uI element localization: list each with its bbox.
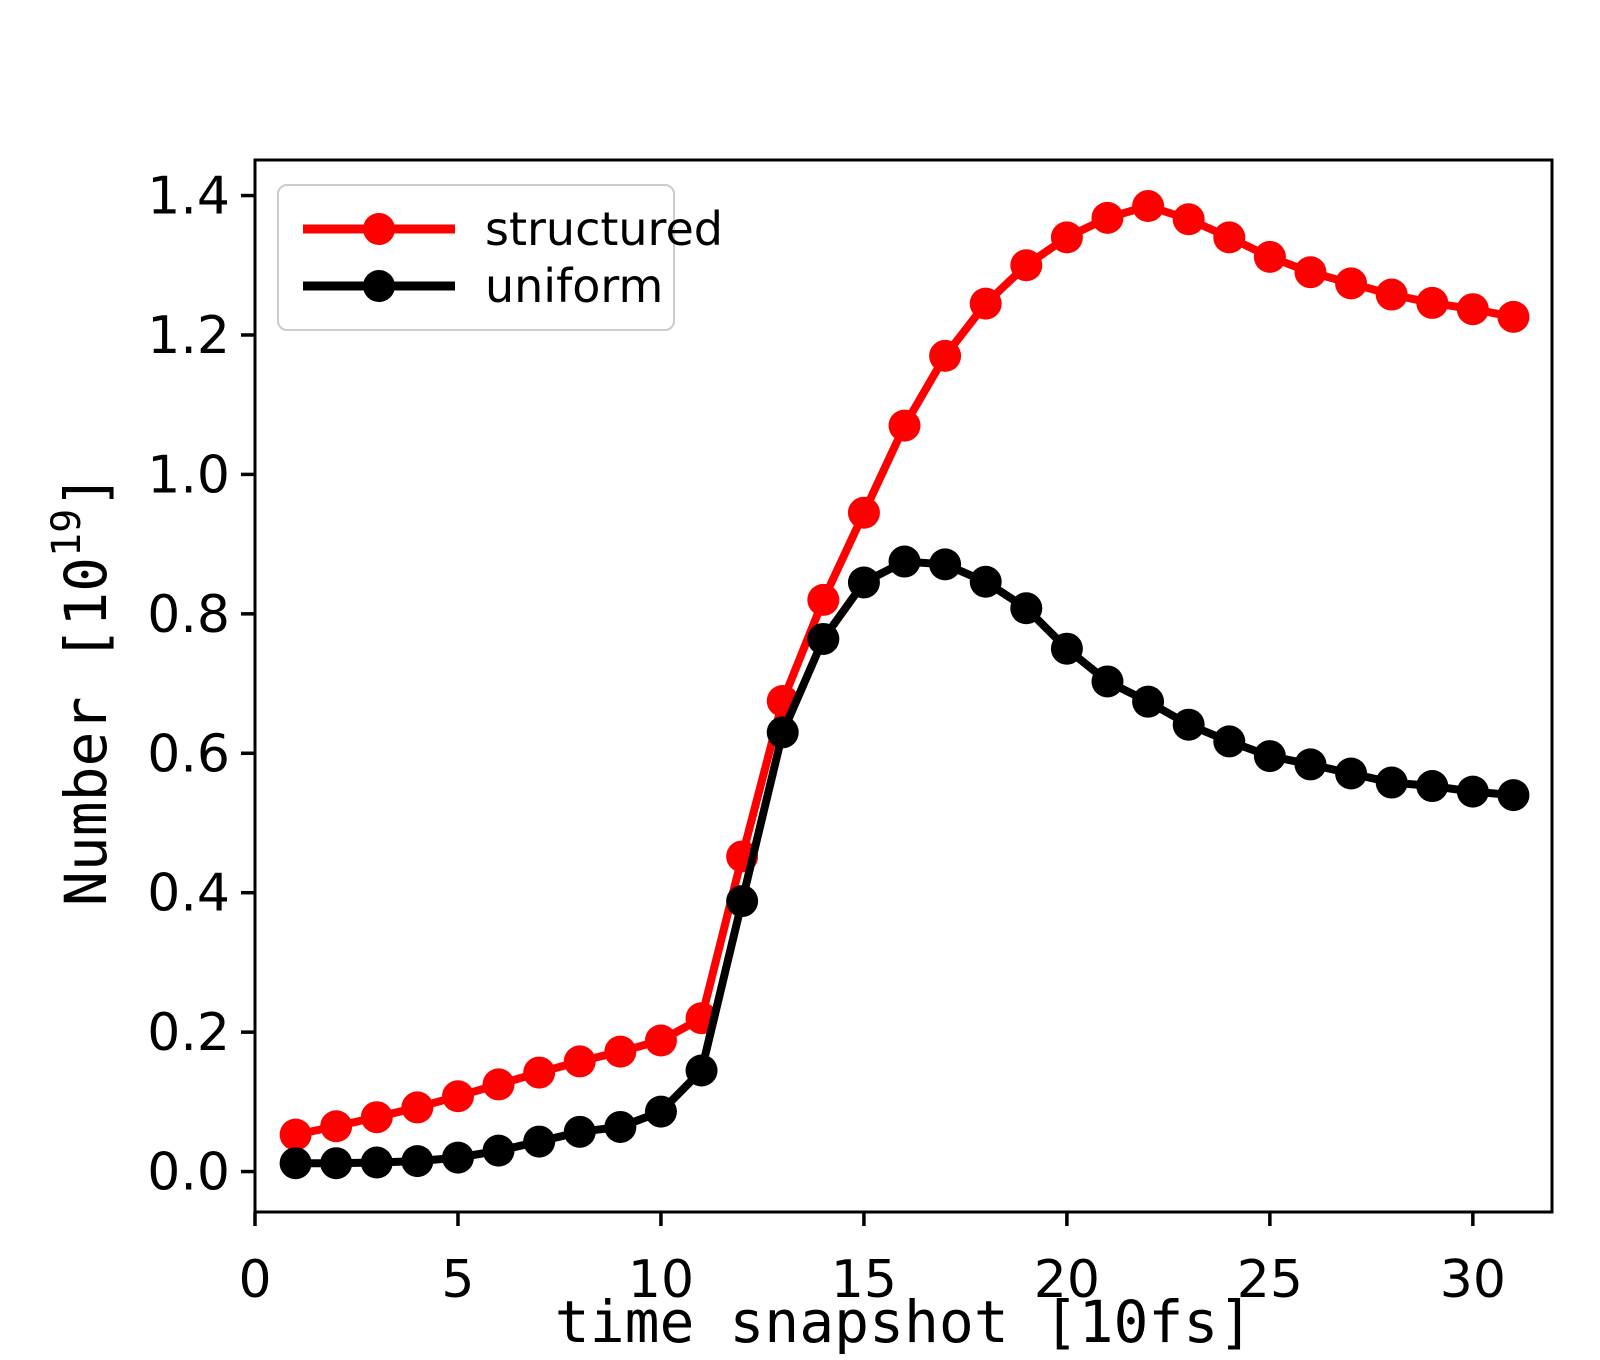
- series-uniform-marker: [320, 1147, 353, 1180]
- y-tick-label: 0.8: [147, 585, 230, 645]
- series-uniform-marker: [1253, 740, 1286, 773]
- series-uniform-marker: [685, 1054, 718, 1087]
- series-structured-marker: [563, 1045, 596, 1078]
- series-uniform-marker: [847, 566, 880, 599]
- x-tick-label: 30: [1440, 1250, 1506, 1310]
- legend-label-uniform: uniform: [485, 259, 664, 314]
- legend-item-structured: structured: [299, 206, 723, 252]
- legend: structured uniform: [277, 184, 723, 331]
- series-uniform-marker: [1172, 708, 1205, 741]
- series-structured-marker: [1091, 201, 1124, 234]
- series-structured-marker: [1416, 286, 1449, 319]
- y-tick-label: 0.4: [147, 864, 230, 924]
- series-structured-marker: [969, 287, 1002, 320]
- series-structured-marker: [1456, 293, 1489, 326]
- y-tick-label: 1.4: [147, 167, 230, 227]
- series-uniform-marker: [1213, 725, 1246, 758]
- series-structured-marker: [1172, 203, 1205, 236]
- x-tick-label: 25: [1237, 1250, 1303, 1310]
- legend-item-uniform: uniform: [299, 263, 663, 309]
- series-uniform-marker: [929, 548, 962, 581]
- y-tick-label: 0.6: [147, 724, 230, 784]
- series-uniform-marker: [1456, 775, 1489, 808]
- x-tick-label: 10: [628, 1250, 694, 1310]
- series-structured-marker: [1294, 256, 1327, 289]
- y-axis-label-suffix: ]: [52, 474, 120, 509]
- y-axis-label-superscript: 19: [44, 509, 90, 557]
- y-axis-label: Number [1019]: [44, 474, 120, 906]
- legend-label-structured: structured: [485, 201, 723, 256]
- series-structured-line: [294, 202, 1515, 1139]
- y-tick-label: 0.2: [147, 1003, 230, 1063]
- series-structured-marker: [482, 1068, 515, 1101]
- series-structured-marker: [807, 583, 840, 616]
- series-uniform-marker: [969, 565, 1002, 598]
- series-uniform-marker: [482, 1134, 515, 1167]
- series-structured-marker: [929, 339, 962, 372]
- series-uniform-marker: [726, 885, 759, 918]
- series-structured-marker: [279, 1118, 312, 1151]
- series-structured-marker: [1010, 249, 1043, 282]
- series-uniform-marker: [1050, 632, 1083, 665]
- series-uniform-marker: [1416, 770, 1449, 803]
- series-structured-marker: [1375, 278, 1408, 311]
- x-tick-label: 5: [441, 1250, 474, 1310]
- series-structured-marker: [441, 1080, 474, 1113]
- series-structured-marker: [1335, 267, 1368, 300]
- series-uniform-marker: [644, 1095, 677, 1128]
- series-structured-marker: [523, 1056, 556, 1089]
- series-structured-marker: [360, 1101, 393, 1134]
- series-uniform-line: [295, 557, 1514, 1168]
- y-tick-label: 0.0: [147, 1143, 230, 1203]
- series-structured-marker: [1050, 221, 1083, 254]
- series-structured-marker: [847, 496, 880, 529]
- series-uniform-marker: [523, 1125, 556, 1158]
- series-uniform-marker: [604, 1110, 637, 1143]
- series-uniform-marker: [401, 1145, 434, 1178]
- series-uniform-marker: [1497, 779, 1530, 812]
- series-structured-marker: [604, 1035, 637, 1068]
- series-uniform-marker: [1132, 685, 1165, 718]
- legend-line-marker-icon: [303, 212, 455, 245]
- series-uniform-marker: [888, 545, 921, 578]
- series-structured-marker: [1253, 240, 1286, 273]
- series-uniform-marker: [1335, 757, 1368, 790]
- plot-frame: [253, 158, 1554, 1214]
- series-uniform-marker: [1010, 592, 1043, 625]
- series-structured-marker: [644, 1024, 677, 1057]
- series-uniform-marker: [279, 1147, 312, 1180]
- series-structured-marker: [320, 1110, 353, 1143]
- series-structured-marker: [1497, 300, 1530, 333]
- series-structured-marker: [1213, 221, 1246, 254]
- series-uniform-marker: [1375, 766, 1408, 799]
- x-tick-label: 0: [238, 1250, 271, 1310]
- x-axis-label: time snapshot [10fs]: [555, 1288, 1253, 1356]
- x-tick-label: 15: [831, 1250, 897, 1310]
- legend-line-marker-icon: [303, 270, 455, 303]
- series-uniform-marker: [807, 622, 840, 655]
- x-tick-label: 20: [1034, 1250, 1100, 1310]
- series-uniform-marker: [766, 716, 799, 749]
- y-tick-label: 1.2: [147, 306, 230, 366]
- series-uniform-marker: [563, 1115, 596, 1148]
- series-structured-marker: [888, 409, 921, 442]
- y-tick-label: 1.0: [147, 445, 230, 505]
- y-axis-label-prefix: Number [10: [52, 557, 120, 906]
- series-uniform-marker: [1091, 665, 1124, 698]
- series-uniform-marker: [360, 1146, 393, 1179]
- series-uniform-marker: [1294, 748, 1327, 781]
- series-structured-marker: [1132, 190, 1165, 223]
- series-uniform-marker: [441, 1141, 474, 1174]
- series-structured-marker: [401, 1091, 434, 1124]
